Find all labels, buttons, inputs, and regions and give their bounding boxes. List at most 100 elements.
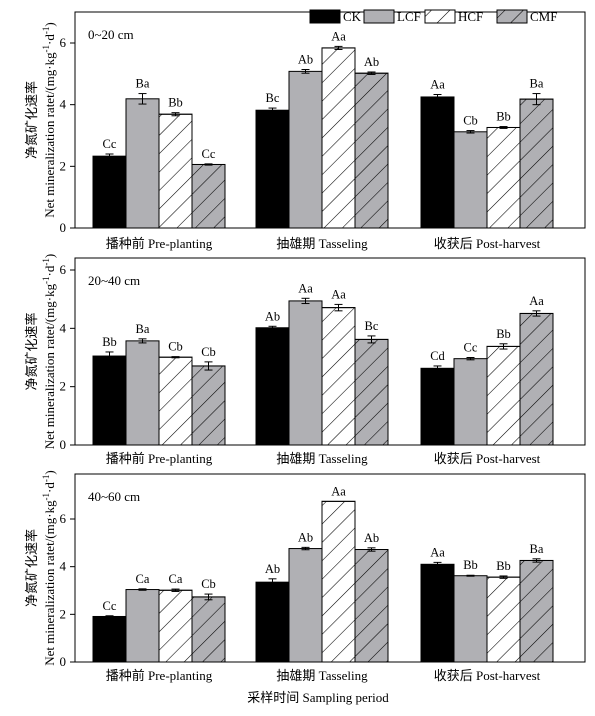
- bar: [125, 589, 160, 663]
- bar: [125, 98, 160, 229]
- y-axis-title-sup: -1: [41, 258, 51, 266]
- y-axis-title-part: ·d: [42, 265, 57, 276]
- data-label: Bc: [266, 91, 280, 105]
- bar: [420, 96, 455, 229]
- y-axis-title-part: ): [42, 254, 57, 258]
- category-label: 收获后 Post-harvest: [434, 451, 541, 466]
- bar: [92, 355, 127, 446]
- y-tick-label: 6: [60, 511, 67, 526]
- legend: CK LCF HCF CMF: [309, 9, 557, 24]
- data-label: Aa: [331, 29, 346, 43]
- data-label: Cb: [463, 114, 478, 128]
- bar-hatch: [486, 576, 521, 663]
- data-label: Cc: [103, 599, 117, 613]
- data-label: Ca: [136, 572, 150, 586]
- data-label: Ab: [364, 531, 379, 545]
- bar: [288, 300, 323, 446]
- y-tick-label: 0: [60, 220, 67, 235]
- y-tick-label: 6: [60, 262, 67, 277]
- category-label: 播种前 Pre-planting: [106, 236, 213, 251]
- category-label: 抽雄期 Tasseling: [276, 668, 368, 683]
- category-label: 收获后 Post-harvest: [434, 236, 541, 251]
- panel-label: 0~20 cm: [88, 27, 134, 42]
- bar-hatch: [191, 365, 226, 446]
- y-tick-label: 4: [60, 320, 67, 335]
- bar: [288, 70, 323, 229]
- bar-hatch: [486, 126, 521, 229]
- bar-hatch: [519, 559, 554, 663]
- data-label: Aa: [430, 545, 445, 559]
- y-axis-title-en: Net mineralization ratet/(mg·kg-1·d-1): [41, 470, 57, 666]
- bar-hatch: [321, 307, 356, 446]
- bar-hatch: [158, 589, 193, 663]
- y-axis-title-sup: -1: [41, 276, 51, 284]
- legend-label-hcf: HCF: [458, 9, 483, 24]
- data-label: Aa: [298, 281, 313, 295]
- data-label: Ba: [530, 542, 544, 556]
- bar: [125, 340, 160, 446]
- y-axis-title-part: ): [42, 22, 57, 26]
- category-label: 收获后 Post-harvest: [434, 668, 541, 683]
- y-tick-label: 0: [60, 437, 67, 452]
- data-label: Ba: [136, 322, 150, 336]
- data-label: Bc: [365, 319, 379, 333]
- data-label: Ab: [364, 55, 379, 69]
- data-label: Cc: [202, 147, 216, 161]
- bar-hatch: [191, 596, 226, 663]
- y-tick-label: 0: [60, 654, 67, 669]
- bar-hatch: [354, 72, 389, 229]
- bar: [288, 548, 323, 663]
- bar-hatch: [158, 113, 193, 229]
- legend-swatch-ck: [309, 9, 341, 24]
- x-axis-title: 采样时间 Sampling period: [247, 690, 389, 705]
- bar-hatch: [519, 98, 554, 229]
- data-label: Bb: [496, 327, 511, 341]
- legend-label-ck: CK: [343, 9, 362, 24]
- y-tick-label: 2: [60, 379, 67, 394]
- y-axis-title-part: Net mineralization ratet/(mg·kg: [42, 52, 57, 218]
- data-label: Cb: [201, 345, 216, 359]
- bar: [453, 358, 488, 446]
- data-label: Cb: [168, 340, 183, 354]
- bar-hatch: [321, 500, 356, 663]
- data-label: Aa: [430, 77, 445, 91]
- y-tick-label: 2: [60, 158, 67, 173]
- y-tick-label: 4: [60, 97, 67, 112]
- bar-hatch: [486, 345, 521, 446]
- y-axis-title-0: 净氮矿化速率 Net mineralization ratet/(mg·kg-1·…: [24, 22, 57, 218]
- y-axis-title-en: Net mineralization ratet/(mg·kg-1·d-1): [41, 254, 57, 450]
- y-axis-title-2: 净氮矿化速率 Net mineralization ratet/(mg·kg-1·…: [24, 470, 57, 666]
- legend-swatch-lcf: [363, 9, 395, 24]
- chart-panel-1: 0 2 4 6 20~40 cm Bb Ab Cd Ba Aa Cc Cb Aa Bb Cb Bc Aa 播种前 …: [60, 257, 586, 466]
- data-label: Aa: [331, 287, 346, 301]
- data-label: Bb: [496, 559, 511, 573]
- bar-hatch: [321, 47, 356, 229]
- category-label: 播种前 Pre-planting: [106, 451, 213, 466]
- data-label: Bb: [496, 110, 511, 124]
- data-label: Aa: [331, 484, 346, 498]
- y-axis-title-sup: -1: [41, 493, 51, 501]
- data-label: Ab: [265, 309, 280, 323]
- y-axis-title-cn: 净氮矿化速率: [24, 529, 39, 607]
- bar: [420, 367, 455, 446]
- data-label: Bb: [102, 335, 117, 349]
- data-label: Cc: [103, 137, 117, 151]
- bar-hatch: [191, 163, 226, 229]
- chart-panel-0: 0 2 4 6 0~20 cm Cc Bc Aa Ba Ab Cb Bb Aa Bb Cc Ab Ba 播种前 P…: [60, 11, 586, 251]
- legend-label-cmf: CMF: [530, 9, 557, 24]
- y-axis-title-part: ·d: [42, 482, 57, 493]
- category-label: 抽雄期 Tasseling: [276, 236, 368, 251]
- y-axis-title-1: 净氮矿化速率 Net mineralization ratet/(mg·kg-1·…: [24, 254, 57, 450]
- y-tick-label: 6: [60, 35, 67, 50]
- category-label: 抽雄期 Tasseling: [276, 451, 368, 466]
- data-label: Ba: [136, 77, 150, 91]
- legend-swatch-hatch: [424, 9, 456, 24]
- data-label: Bb: [463, 558, 478, 572]
- data-label: Ab: [265, 562, 280, 576]
- data-label: Ba: [530, 77, 544, 91]
- data-label: Ab: [298, 530, 313, 544]
- y-axis-title-sup: -1: [41, 27, 51, 35]
- y-tick-label: 4: [60, 559, 67, 574]
